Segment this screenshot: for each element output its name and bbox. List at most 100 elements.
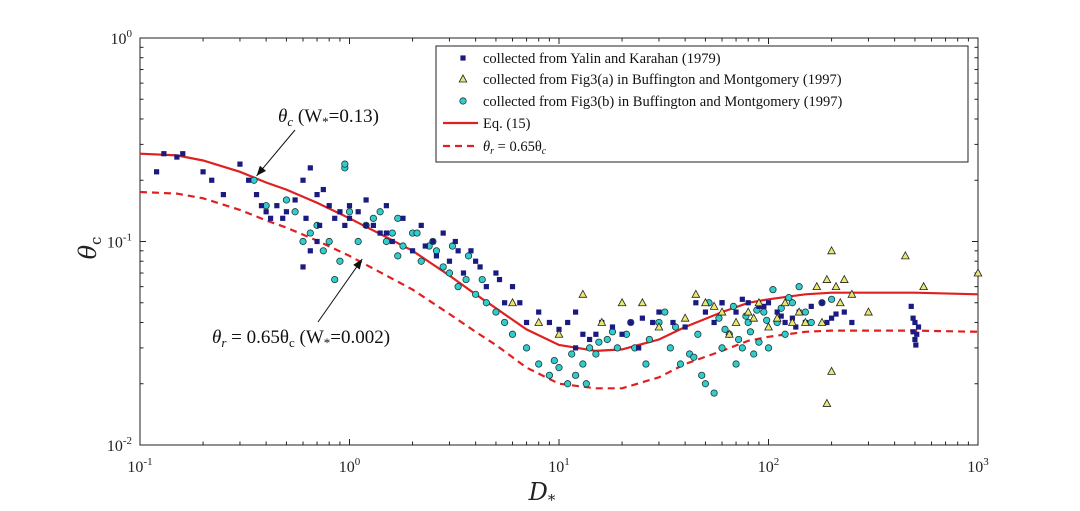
yalin-point [565, 319, 571, 326]
yalin-point [342, 222, 348, 228]
fig3b-point [501, 318, 509, 327]
fig3a-point [827, 366, 837, 375]
yalin-point [828, 315, 835, 321]
fig3a-point [863, 307, 873, 316]
yalin-point [782, 319, 788, 326]
yalin-point [430, 238, 436, 245]
fig3b-point [738, 344, 746, 352]
yalin-point [253, 192, 260, 198]
fig3a-point [731, 317, 741, 326]
x-tick-labels: 10-1 100 101 102 103 [127, 456, 989, 476]
yalin-point [314, 192, 320, 198]
yalin-point [819, 300, 825, 306]
yalin-point [468, 248, 474, 254]
legend-entry-theta-r: θr = 0.65θc [483, 139, 547, 157]
fig3b-point [571, 371, 580, 379]
fig3b-point [394, 252, 402, 260]
yalin-point [307, 248, 313, 254]
fig3b-point [413, 229, 421, 237]
theta-c-arrowhead [256, 165, 267, 176]
yalin-point [546, 319, 553, 326]
fig3b-point [462, 275, 470, 284]
yalin-point [778, 313, 784, 319]
fig3b-point [325, 237, 333, 246]
fig3a-point [617, 297, 627, 307]
yalin-point [502, 300, 508, 306]
yalin-point [841, 309, 847, 315]
yalin-point [383, 230, 389, 236]
yalin-point [650, 319, 656, 326]
yalin-point [824, 319, 830, 326]
yalin-point [556, 326, 562, 332]
yalin-point [258, 203, 265, 209]
yalin-point [761, 303, 767, 309]
fig3a-point [508, 297, 517, 307]
x-axis-label: D* [528, 478, 556, 509]
fig3b-point [760, 308, 768, 316]
fig3b-point [586, 344, 594, 352]
yalin-point [483, 284, 489, 290]
yalin-point [326, 203, 332, 209]
yalin-point [153, 169, 160, 175]
fig3b-point [701, 380, 710, 388]
theta-r-annotation-text: θr = 0.65θc (W*=0.002) [212, 327, 390, 350]
yalin-point [433, 253, 440, 259]
fig3b-point [399, 242, 407, 250]
fig3a-point [919, 281, 929, 291]
yalin-point [580, 331, 586, 337]
yalin-point [200, 169, 206, 175]
fig3b-point [755, 338, 763, 346]
legend-entry-eq15: Eq. (15) [483, 116, 531, 132]
fig3a-point [709, 301, 719, 310]
fig3a-point [764, 322, 773, 331]
y-tick-labels: 10-2 10-1 100 [107, 28, 133, 455]
fig3b-point [579, 360, 587, 368]
x-tick-label: 103 [967, 456, 989, 476]
yalin-point [910, 315, 916, 321]
legend-entry-fig3b: collected from Fig3(b) in Buffington and… [483, 94, 843, 110]
yalin-point [292, 197, 298, 203]
fig3b-point [291, 208, 299, 216]
fig3b-point [801, 308, 809, 316]
yalin-point [383, 203, 389, 209]
fig3b-point [394, 214, 402, 222]
yalin-point [440, 230, 446, 236]
fig3b-point [764, 344, 773, 352]
fig3b-point [472, 290, 480, 298]
yalin-point [209, 177, 215, 183]
yalin-point [355, 209, 361, 215]
yalin-point [363, 222, 369, 228]
yalin-point [793, 324, 799, 330]
fig3b-point [710, 389, 718, 397]
fig3b-point [735, 335, 743, 344]
fig3b-point [299, 237, 307, 246]
fig3b-point [306, 229, 314, 237]
fig3b-point [331, 275, 339, 284]
fig3b-point [721, 325, 729, 333]
y-tick-label: 100 [111, 28, 133, 48]
x-axis-label-sub: * [548, 491, 556, 509]
scatter-points [153, 151, 983, 407]
yalin-point [656, 309, 662, 315]
fig3b-point [827, 295, 836, 303]
fig3b-point [439, 263, 447, 271]
yalin-point [363, 197, 369, 203]
yalin-point [719, 300, 725, 306]
fig3b-point [354, 237, 362, 246]
theta-r-arrowhead [353, 259, 363, 270]
fig3b-point [595, 338, 603, 346]
fig3b-point [603, 335, 611, 344]
fig3b-point [568, 350, 576, 358]
fig3a-point [900, 251, 910, 260]
yalin-point [496, 276, 503, 283]
yalin-point [914, 331, 920, 337]
yalin-point [774, 309, 780, 315]
legend-marker-triangle [458, 74, 468, 83]
fig3b-point [718, 344, 726, 352]
fig3b-point [388, 229, 396, 237]
fig3b-point [508, 330, 517, 338]
yalin-point [274, 203, 280, 209]
yalin-point [400, 215, 406, 221]
fig3b-point [535, 360, 543, 368]
yalin-point [263, 209, 269, 215]
